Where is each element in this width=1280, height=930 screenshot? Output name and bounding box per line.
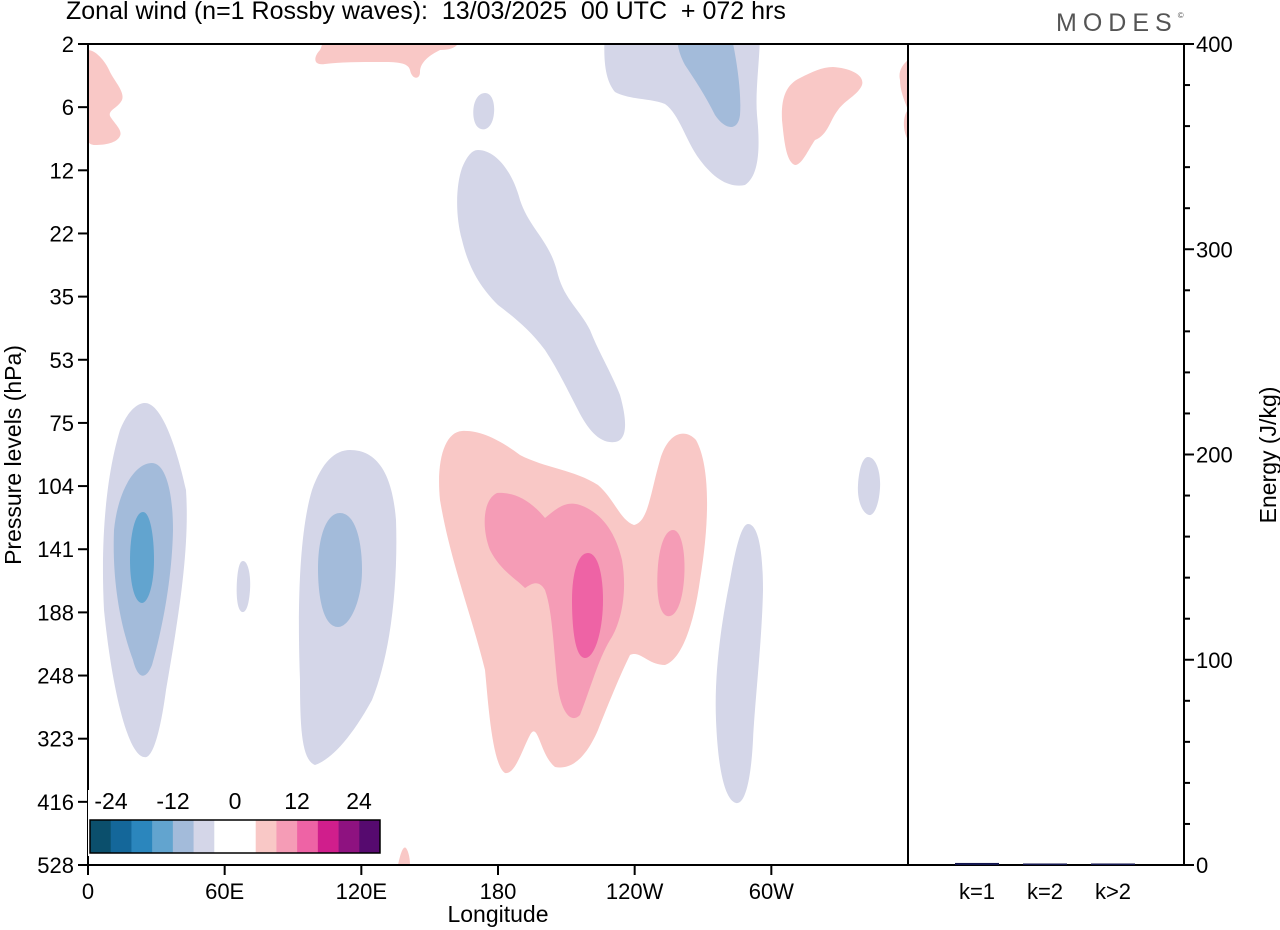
y-tick-label: 12 [50,158,74,183]
negative-region-west-trough-core [130,512,154,603]
y-tick-label: 2 [62,32,74,57]
contour-field [88,44,908,865]
modes-logo: MODES© [1056,9,1184,38]
chart-title: Zonal wind (n=1 Rossby waves): 13/03/202… [66,0,786,25]
negative-region-small-upper [473,93,495,130]
y-tick-label: 22 [50,221,74,246]
legend-swatch [297,820,319,853]
negative-region-east-asia-core [318,513,362,627]
legend-swatch [152,820,174,853]
positive-region-stratosphere-east [781,67,863,165]
legend-swatch [235,820,257,853]
y-tick-label: 141 [37,537,74,562]
x-axis: 0 60E 120E 180 120W 60W [82,865,794,904]
legend-swatch [255,820,277,853]
x-tick-label: 180 [480,879,517,904]
legend-swatch [338,820,360,853]
energy-tick-label: 100 [1196,648,1233,673]
legend-label: -12 [156,788,189,814]
energy-tick-label: 300 [1196,237,1233,262]
y-axis-title: Pressure levels (hPa) [0,345,26,565]
positive-region-pacific-mid [484,492,625,719]
legend-swatch [359,820,381,853]
x-tick-label: 60E [205,879,244,904]
legend-swatch [131,820,153,853]
bar-category-label: k=1 [959,879,995,904]
negative-region-east-pacific [715,524,763,804]
legend-label: 12 [284,788,310,814]
x-tick-label: 120W [606,879,664,904]
positive-region-edge-east [899,60,908,140]
y-tick-label: 75 [50,411,74,436]
y-tick-label: 323 [37,727,74,752]
legend-swatch [90,820,112,853]
y-tick-label: 53 [50,348,74,373]
positive-region-bottom-sliver [398,847,410,865]
legend-label: -24 [94,788,127,814]
energy-bar-k=2 [1023,863,1067,865]
colorbar-legend: -24 -12 0 12 24 [88,788,382,856]
energy-tick-label: 200 [1196,443,1233,468]
legend-border [89,819,381,854]
y-tick-label: 104 [37,474,74,499]
y-axis-energy: 0 100 200 300 400 [1184,32,1233,878]
x-tick-label: 0 [82,879,94,904]
positive-region-pacific-core [572,553,603,658]
legend-label: 24 [346,788,372,814]
y-tick-label: 35 [50,285,74,310]
y-tick-label: 6 [62,95,74,120]
positive-region-upper-band [315,44,458,78]
energy-bars [955,862,1135,865]
legend-label: 0 [229,788,242,814]
legend-swatch [172,820,194,853]
y-axis-pressure: 2 6 12 22 35 53 75 104 141 188 248 323 416 528 [37,32,88,878]
y-tick-label: 248 [37,664,74,689]
energy-axis-title: Energy (J/kg) [1255,387,1280,524]
bar-category-labels: k=1 k=2 k>2 [959,879,1131,904]
legend-swatch [193,820,215,853]
energy-bar-k>2 [1091,863,1135,865]
positive-region-west-edge [88,50,123,145]
plot-frame [87,43,1185,866]
negative-region-small-blob [236,561,251,613]
legend-swatch [317,820,339,853]
energy-tick-label: 0 [1196,853,1208,878]
energy-bar-k=1 [955,862,999,865]
y-tick-label: 416 [37,790,74,815]
legend-swatch [110,820,132,853]
copyright-mark: © [1177,11,1184,20]
negative-region-stratosphere-core [677,44,741,127]
negative-region-far-east [857,457,881,516]
legend-swatch [214,820,236,853]
negative-region-tilted-plume [457,150,626,443]
y-tick-label: 528 [37,853,74,878]
y-tick-label: 188 [37,600,74,625]
x-tick-label: 120E [336,879,387,904]
brand-text: MODES [1056,9,1178,37]
x-tick-label: 60W [749,879,794,904]
bar-category-label: k=2 [1027,879,1063,904]
energy-tick-label: 400 [1196,32,1233,57]
x-axis-title: Longitude [447,901,548,927]
bar-category-label: k>2 [1095,879,1131,904]
positive-region-east-pacific-blob [657,530,685,617]
legend-swatch [276,820,298,853]
